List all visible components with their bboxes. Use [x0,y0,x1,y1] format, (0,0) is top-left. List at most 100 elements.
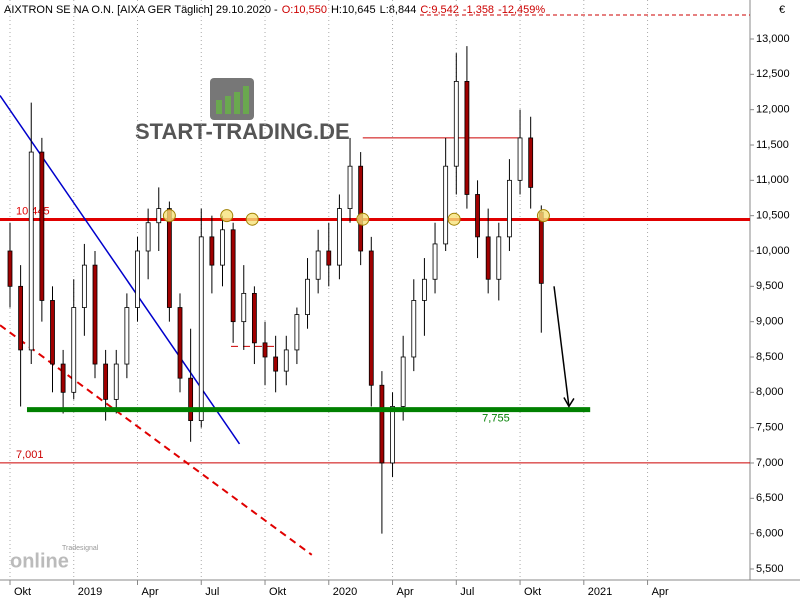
candle-body [315,250,321,280]
candle-body [188,377,194,421]
candle-body [177,307,183,379]
candle-body [198,236,204,421]
candle-body [422,278,427,301]
candle-body [337,208,342,266]
y-tick-label: 9,500 [756,280,784,292]
candle-body [485,236,491,280]
candle-body [283,349,289,372]
candle-body [294,314,300,351]
candle-body [166,208,172,308]
logo-icon [210,78,254,120]
x-tick-label: 2020 [333,586,357,598]
y-tick-label: 6,500 [756,492,784,504]
candle-body [28,151,34,351]
level-label: 7,001 [16,449,44,461]
x-tick-label: Apr [652,586,669,598]
candle-body [400,356,406,407]
candle-body [60,363,66,393]
brand-small: Tradesignal [62,545,99,552]
y-tick-label: 9,000 [756,316,784,328]
candle-body [156,208,162,224]
y-tick-label: 13,000 [756,33,790,45]
x-tick-label: Apr [142,586,159,598]
support-label: 7,755 [482,413,510,425]
touch-marker [220,209,234,223]
candle-body [241,292,247,323]
x-tick-label: Jul [205,586,219,598]
candle-body [432,243,438,280]
x-tick-label: Okt [14,586,31,598]
y-tick-label: 11,000 [756,174,789,186]
y-tick-label: 7,500 [756,422,784,434]
candle-body [379,384,385,464]
x-tick-label: Jul [460,586,474,598]
candle-body [538,211,544,284]
candle-body [7,250,13,287]
y-tick-label: 12,500 [756,68,790,80]
candle-body [475,194,480,238]
candle-body [18,285,24,351]
candle-body [347,165,353,209]
candle-body [71,307,77,393]
y-tick-label: 8,000 [756,386,784,398]
y-tick-label: 6,000 [756,528,784,540]
candle-body [305,278,310,315]
candle-body [326,250,332,266]
header-text: AIXTRON SE NA O.N. [AIXA GER Täglich] 29… [4,4,278,16]
candle-body [92,264,98,365]
arrow [553,286,570,407]
candle-body [390,406,395,464]
y-tick-label: 12,000 [756,104,790,116]
candle-body [230,229,236,323]
candle-body [496,236,502,280]
candle-body [113,363,119,400]
candle-body [124,307,130,365]
header-text: L:8,844 [380,4,417,16]
candle-body [443,165,449,245]
x-tick-label: Okt [524,586,541,598]
header-text: C:9,542 [420,4,459,16]
candle-body [135,250,140,308]
touch-marker [162,209,176,223]
x-tick-label: 2019 [78,586,102,598]
y-tick-label: 10,500 [756,210,790,222]
header-text: -12,459% [498,4,545,16]
touch-marker [356,212,370,226]
arrow-head [563,397,575,408]
y-tick-label: 10,000 [756,245,790,257]
candle-body [145,222,151,252]
candle-body [220,229,225,266]
candle-body [411,300,417,358]
x-tick-label: Apr [397,586,414,598]
watermark: START-TRADING.DE [135,119,350,144]
currency: € [779,4,785,16]
touch-marker [447,212,461,226]
x-tick-label: 2021 [588,586,612,598]
candle-body [528,137,534,188]
header-text: H:10,645 [331,4,376,16]
candle-body [453,81,459,167]
candle-body [517,137,523,181]
brand: online [10,550,69,572]
candle-body [368,250,374,386]
y-tick-label: 8,500 [756,351,784,363]
candle-body [251,292,257,344]
candle-body [358,165,364,252]
header-text: -1,358 [463,4,494,16]
candle-body [273,356,279,372]
candle-body [464,81,470,195]
candle-body [209,236,215,266]
y-tick-label: 7,000 [756,457,784,469]
candle-body [81,264,87,308]
y-tick-label: 11,500 [756,139,789,151]
candle-body [50,300,55,365]
touch-marker [245,212,259,226]
candle-body [262,342,268,358]
x-tick-label: Okt [269,586,286,598]
y-tick-label: 5,500 [756,563,784,575]
candle-body [507,179,512,238]
header-text: O:10,550 [282,4,327,16]
candle-body [103,363,109,400]
